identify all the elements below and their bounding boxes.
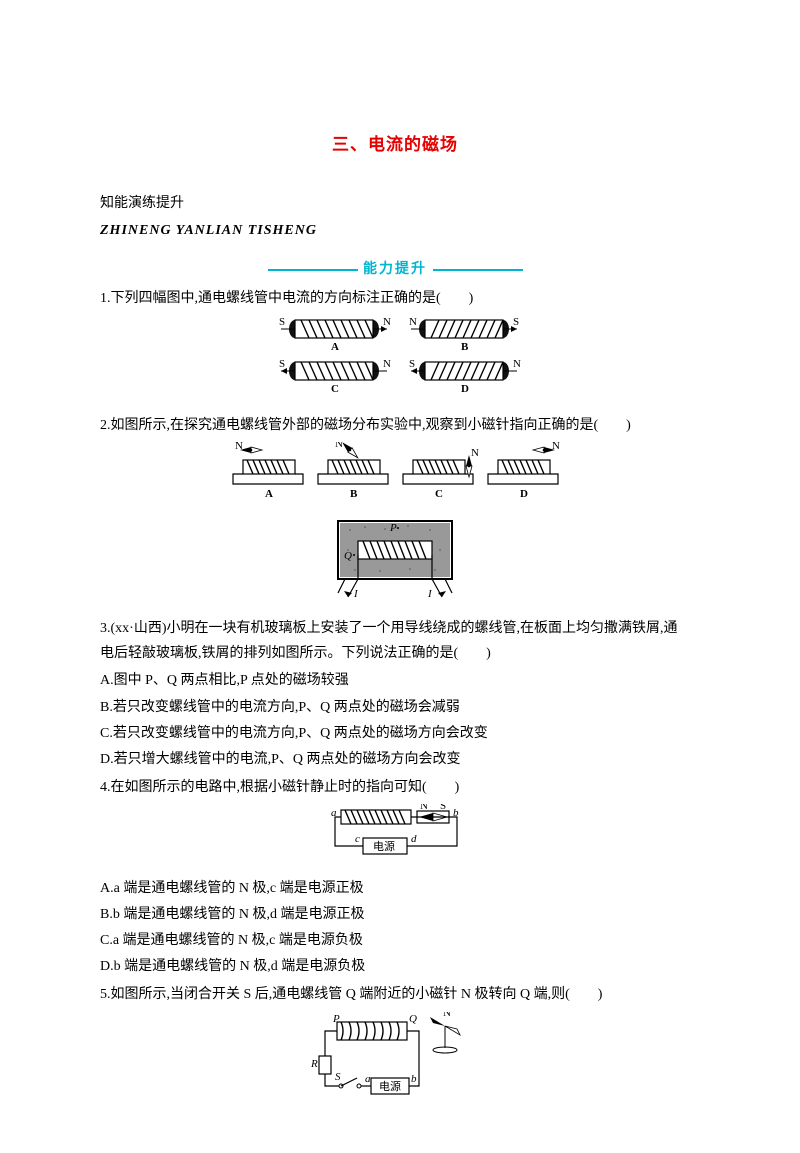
svg-text:S: S [335, 1071, 341, 1083]
q4-stem: 4.在如图所示的电路中,根据小磁针静止时的指向可知( ) [100, 775, 690, 800]
q3-opt-b: B.若只改变螺线管中的电流方向,P、Q 两点处的磁场会减弱 [100, 695, 690, 720]
q4-opt-a: A.a 端是通电螺线管的 N 极,c 端是电源正极 [100, 876, 690, 901]
divider-left [268, 269, 358, 271]
q4-opt-d: D.b 端是通电螺线管的 N 极,d 端是电源负极 [100, 954, 690, 979]
svg-text:I: I [353, 588, 359, 600]
svg-text:N: N [335, 442, 343, 450]
svg-text:S: S [279, 358, 285, 370]
svg-text:D: D [461, 383, 469, 395]
svg-text:B: B [461, 341, 469, 353]
q2-opt-d-icon: N D [488, 442, 560, 500]
page: 三、电流的磁场 知能演练提升 ZHINENG YANLIAN TISHENG 能… [0, 0, 800, 1153]
solenoid-d-icon: S N D [409, 358, 521, 395]
q2-figure: N A N B N C [100, 442, 690, 509]
svg-text:B: B [350, 488, 358, 500]
svg-text:S: S [409, 358, 415, 370]
q3-opt-c: C.若只改变螺线管中的电流方向,P、Q 两点处的磁场方向会改变 [100, 721, 690, 746]
svg-text:N: N [443, 1012, 451, 1019]
q1-stem: 1.下列四幅图中,通电螺线管中电流的方向标注正确的是( ) [100, 286, 690, 311]
compass-icon: N S [417, 804, 449, 823]
svg-text:A: A [331, 341, 339, 353]
q4-opt-c: C.a 端是通电螺线管的 N 极,c 端是电源负极 [100, 928, 690, 953]
svg-text:Q: Q [344, 550, 352, 562]
solenoid-a-icon: S N A [279, 316, 391, 353]
svg-text:S: S [513, 316, 519, 328]
q2-opt-c-icon: N C [403, 447, 479, 500]
svg-text:N: N [383, 358, 391, 370]
svg-text:N: N [471, 447, 479, 459]
page-title: 三、电流的磁场 [100, 130, 690, 161]
q3-opt-d: D.若只增大螺线管中的电流,P、Q 两点处的磁场方向会改变 [100, 747, 690, 772]
svg-text:S: S [440, 804, 446, 812]
q3-stem: 3.(xx·山西)小明在一块有机玻璃板上安装了一个用导线绕成的螺线管,在板面上均… [100, 616, 690, 666]
svg-text:a: a [365, 1073, 371, 1085]
section-heading: 能力提升 [100, 257, 690, 282]
q2-stem: 2.如图所示,在探究通电螺线管外部的磁场分布实验中,观察到小磁针指向正确的是( … [100, 413, 690, 438]
subtitle: 知能演练提升 [100, 191, 690, 216]
divider-right [433, 269, 523, 271]
svg-text:A: A [265, 488, 273, 500]
subtitle-pinyin: ZHINENG YANLIAN TISHENG [100, 218, 690, 243]
solenoid-c-icon: S N C [279, 358, 391, 395]
q5-stem: 5.如图所示,当闭合开关 S 后,通电螺线管 Q 端附近的小磁针 N 极转向 Q… [100, 982, 690, 1007]
svg-text:N: N [383, 316, 391, 328]
svg-text:N: N [235, 442, 243, 452]
svg-text:电源: 电源 [373, 839, 395, 853]
svg-text:N: N [552, 442, 560, 452]
svg-text:C: C [331, 383, 339, 395]
svg-text:C: C [435, 488, 443, 500]
svg-text:N: N [420, 804, 428, 812]
q4-figure: N S a b 电源 c d [100, 804, 690, 869]
svg-text:P: P [389, 522, 397, 534]
svg-text:b: b [411, 1073, 417, 1085]
svg-text:D: D [520, 488, 528, 500]
q4-opt-b: B.b 端是通电螺线管的 N 极,d 端是电源正极 [100, 902, 690, 927]
svg-text:N: N [409, 316, 417, 328]
svg-text:N: N [513, 358, 521, 370]
svg-text:d: d [411, 833, 417, 845]
svg-text:电源: 电源 [379, 1079, 401, 1093]
q3-figure: P Q I I [100, 515, 690, 610]
q5-figure: P Q N R S 电源 a b [100, 1012, 690, 1107]
q2-opt-a-icon: N A [233, 442, 303, 500]
compass-icon: N [430, 1012, 460, 1053]
q2-opt-b-icon: N B [318, 442, 388, 500]
svg-text:R: R [310, 1058, 318, 1070]
q1-figure: S N A N S B S N C [100, 315, 690, 406]
svg-text:S: S [279, 316, 285, 328]
solenoid-b-icon: N S B [409, 316, 519, 353]
svg-text:Q: Q [409, 1013, 417, 1025]
section-label: 能力提升 [363, 262, 427, 277]
svg-text:I: I [427, 588, 433, 600]
svg-text:c: c [355, 833, 360, 845]
q3-opt-a: A.图中 P、Q 两点相比,P 点处的磁场较强 [100, 668, 690, 693]
